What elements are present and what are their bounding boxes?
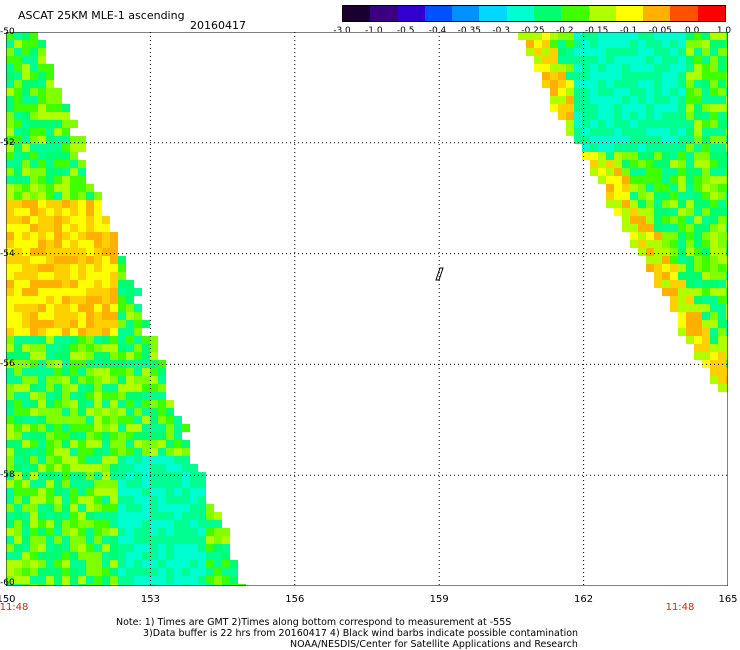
color-scale-label: -1.0 <box>365 26 383 36</box>
color-scale-label: 1.0 <box>716 26 732 36</box>
color-scale-label: -3.0 <box>333 26 351 36</box>
time-label-left: 11:48 <box>0 602 29 613</box>
wind-barb-icon <box>435 267 444 281</box>
color-scale-swatch <box>424 6 453 21</box>
color-scale-swatch <box>561 6 589 21</box>
map-panel <box>6 32 728 586</box>
color-scale-label: -0.15 <box>585 26 609 36</box>
color-scale-swatch <box>533 6 562 21</box>
color-scale-swatch <box>397 6 425 21</box>
time-label-right: 11:48 <box>665 602 695 613</box>
color-scale-label: -0.3 <box>492 26 510 36</box>
note-line-3: NOAA/NESDIS/Center for Satellite Applica… <box>290 639 578 650</box>
map-date: 20160417 <box>190 19 246 32</box>
note-line-1: Note: 1) Times are GMT 2)Times along bot… <box>116 617 512 628</box>
color-scale-label: -0.2 <box>556 26 574 36</box>
latitude-tick-label: -58 <box>0 470 15 481</box>
swath-map <box>6 32 728 586</box>
color-scale-swatch <box>452 6 480 21</box>
map-title: ASCAT 25KM MLE-1 ascending <box>18 9 185 22</box>
color-scale-label: -0.1 <box>619 26 638 36</box>
swath-right <box>518 32 728 392</box>
color-scale-labels: -3.0 -1.0 -0.5 -0.4 -0.35 -0.3 -0.25 -0.2 -0.15-… <box>333 26 734 38</box>
color-scale-label: -0.5 <box>396 26 415 36</box>
color-scale-swatch <box>479 6 507 21</box>
color-scale-swatch <box>697 6 725 21</box>
note-line-2: 3)Data buffer is 22 hrs from 20160417 4)… <box>143 628 579 639</box>
latitude-tick-label: -54 <box>0 248 15 259</box>
longitude-tick-label: 153 <box>140 594 160 605</box>
color-scale-label: 0.0 <box>684 26 700 36</box>
color-scale-label: -0.35 <box>457 26 481 36</box>
swath-left <box>6 32 246 586</box>
color-scale-swatch <box>370 6 398 21</box>
color-scale-label: -0.25 <box>521 26 545 36</box>
latitude-tick-label: -60 <box>0 578 15 588</box>
color-scale-swatch <box>588 6 616 21</box>
longitude-tick-label: 156 <box>285 594 305 605</box>
color-scale-swatch <box>343 6 371 21</box>
latitude-tick-label: -56 <box>0 359 15 370</box>
latitude-tick-label: -50 <box>0 27 15 37</box>
longitude-tick-label: 159 <box>429 594 449 605</box>
longitude-tick-label: 165 <box>718 594 738 605</box>
color-scale-swatch <box>670 6 698 21</box>
color-scale-swatch <box>506 6 534 21</box>
color-scale-swatch <box>643 6 671 21</box>
longitude-tick-label: 162 <box>574 594 594 605</box>
latitude-tick-label: -52 <box>0 137 15 148</box>
color-scale-swatch <box>615 6 644 21</box>
color-scale-label: -0.05 <box>648 26 672 36</box>
color-scale-bar <box>342 5 726 22</box>
color-scale-label: -0.4 <box>428 26 447 36</box>
graticule <box>6 32 728 586</box>
longitude-tick-label: 150 <box>0 594 16 605</box>
